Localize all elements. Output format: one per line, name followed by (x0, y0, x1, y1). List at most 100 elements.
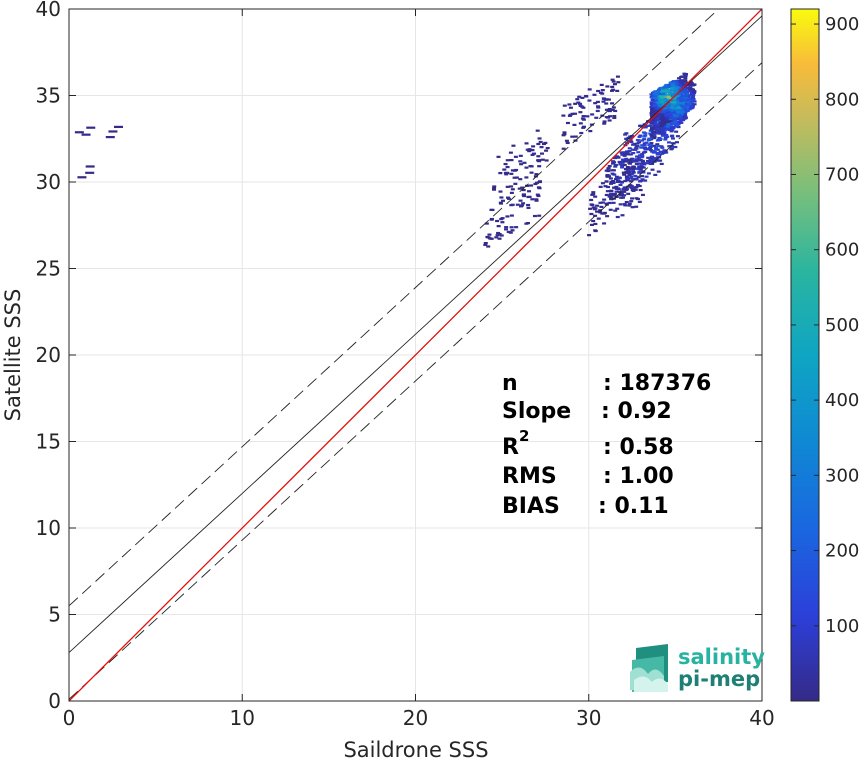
density-cell (622, 194, 627, 197)
density-cell (683, 79, 688, 82)
density-cell (527, 148, 532, 151)
density-cell (520, 186, 525, 189)
density-cell (615, 75, 620, 78)
density-cell (670, 135, 675, 138)
density-cell (578, 122, 583, 125)
density-cell (674, 141, 679, 144)
density-cell (525, 221, 530, 225)
density-cell (604, 193, 609, 197)
density-cell (532, 214, 537, 218)
density-cell (649, 142, 654, 145)
density-cell (498, 190, 503, 193)
density-cell (514, 168, 519, 172)
density-cell (653, 146, 658, 149)
density-cell (534, 198, 539, 201)
density-cell (662, 121, 667, 125)
density-cell (567, 103, 572, 106)
density-cell (568, 113, 573, 116)
density-cell (692, 100, 697, 103)
density-cell (611, 201, 616, 204)
density-cell (663, 106, 668, 110)
density-cell (85, 165, 95, 168)
density-cell (622, 154, 627, 157)
density-cell (573, 135, 578, 138)
density-cell (484, 222, 489, 225)
density-cell (685, 98, 690, 102)
density-cell (627, 173, 632, 177)
density-cell (671, 87, 676, 90)
density-cell (627, 150, 632, 153)
density-cell (654, 110, 659, 113)
density-cell (77, 176, 87, 179)
density-cell (670, 137, 675, 140)
density-cell (524, 166, 529, 169)
density-cell (537, 214, 542, 217)
density-cell (668, 120, 673, 123)
density-cell (667, 141, 672, 144)
density-cell (613, 165, 618, 168)
density-cell (650, 168, 655, 171)
density-cell (606, 98, 611, 101)
density-cell (658, 113, 663, 116)
density-cell (624, 188, 629, 191)
density-cell (626, 185, 631, 188)
density-cell (659, 110, 664, 113)
density-cell (681, 96, 686, 99)
density-cell (671, 118, 676, 121)
density-cell (642, 123, 647, 126)
density-cell (651, 113, 656, 116)
density-cell (637, 156, 642, 159)
density-cell (620, 166, 625, 169)
density-cell (612, 114, 617, 118)
density-cell (627, 202, 632, 205)
density-cell (674, 130, 679, 133)
density-cell (645, 162, 650, 165)
density-cell (669, 89, 674, 92)
density-cell (572, 123, 577, 126)
density-cell (636, 151, 641, 154)
density-cell (642, 144, 647, 147)
density-cell (658, 137, 663, 141)
density-cell (618, 163, 623, 166)
density-cell (530, 149, 535, 152)
density-cell (663, 96, 668, 99)
density-cell (641, 171, 646, 174)
x-tick-label: 10 (230, 706, 255, 730)
density-cell (500, 221, 505, 224)
logo-text-pi-mep: pi-mep (678, 667, 760, 691)
density-cell (658, 119, 663, 122)
density-cell (611, 106, 616, 109)
density-cell (596, 106, 601, 109)
density-cell (610, 172, 615, 175)
density-cell (631, 187, 636, 190)
density-cell (648, 145, 653, 148)
density-cell (540, 158, 545, 161)
density-cell (682, 108, 687, 111)
density-cell (635, 142, 640, 145)
density-cell (588, 207, 593, 210)
density-cell (640, 193, 645, 197)
density-cell (646, 172, 651, 175)
stat-value-rms: : 1.00 (603, 464, 674, 489)
density-cell (587, 234, 592, 237)
density-cell (590, 203, 595, 207)
density-cell (607, 119, 612, 122)
density-cell (623, 133, 628, 136)
density-cell (605, 85, 610, 88)
density-cell (642, 163, 647, 166)
density-cell (690, 88, 695, 91)
density-cell (584, 94, 589, 98)
density-cell (539, 146, 544, 149)
density-cell (659, 124, 664, 128)
density-cell (637, 170, 642, 173)
density-cell (529, 171, 534, 174)
colorbar-tick-label: 500 (825, 315, 859, 336)
density-cell (691, 83, 696, 87)
density-cell (680, 79, 685, 82)
density-cell (515, 203, 520, 206)
density-cell (518, 178, 523, 181)
density-cell (568, 106, 573, 109)
density-cell (639, 162, 644, 165)
stat-label-n: n (502, 371, 518, 396)
density-cell (683, 95, 688, 98)
